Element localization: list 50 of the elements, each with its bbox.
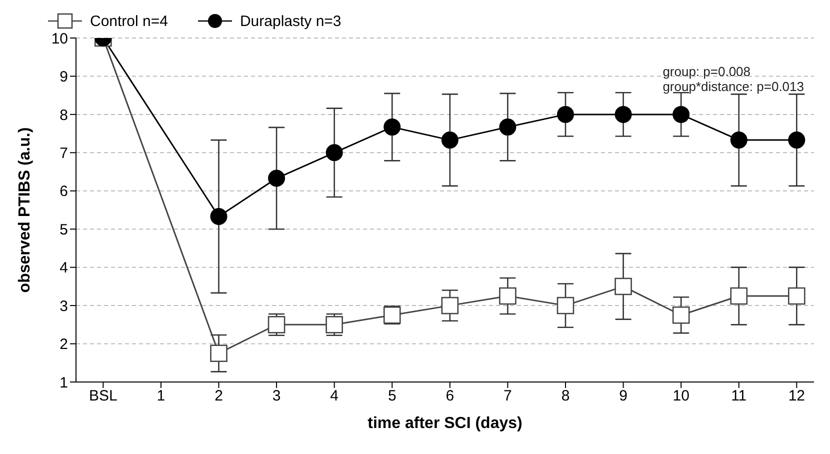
y-tick-label: 1 xyxy=(60,374,68,392)
x-tick-label: 6 xyxy=(446,388,454,405)
x-tick-label: 10 xyxy=(672,388,690,405)
x-tick-label: 11 xyxy=(731,388,747,405)
y-tick-label: 8 xyxy=(60,106,68,124)
y-tick-label: 10 xyxy=(51,30,68,48)
x-tick-label: 9 xyxy=(619,388,628,405)
annotation: group: p=0.008 xyxy=(662,64,752,79)
x-tick-label: 2 xyxy=(214,388,223,405)
point xyxy=(441,132,458,149)
point xyxy=(788,287,806,305)
x-tick-label: 5 xyxy=(388,388,396,405)
point xyxy=(672,306,690,324)
x-tick-label: 7 xyxy=(504,388,512,405)
point xyxy=(384,118,401,136)
x-tick-label: 8 xyxy=(561,388,570,405)
point xyxy=(268,316,286,334)
point xyxy=(268,170,286,187)
x-tick-label: BSL xyxy=(88,388,118,405)
y-tick-label: 3 xyxy=(60,298,68,315)
y-tick-label: 2 xyxy=(60,336,68,354)
y-axis-title: observed PTIBS (a.u.) xyxy=(16,127,34,293)
point xyxy=(441,296,459,314)
point xyxy=(614,106,632,123)
point xyxy=(730,132,748,149)
point xyxy=(499,118,516,136)
point xyxy=(556,296,574,314)
point xyxy=(499,287,516,305)
annotation: group*distance: p=0.013 xyxy=(662,79,804,94)
point xyxy=(210,208,228,225)
point xyxy=(614,278,632,296)
x-tick-label: 12 xyxy=(788,388,806,405)
x-tick-label: 1 xyxy=(156,388,166,405)
point xyxy=(326,316,343,334)
x-tick-label: 3 xyxy=(272,388,281,405)
y-tick-label: 4 xyxy=(60,260,68,277)
y-tick-label: 9 xyxy=(60,68,68,86)
legend-label: Duraplasty n=3 xyxy=(240,12,342,30)
point xyxy=(672,106,690,123)
point xyxy=(730,287,748,305)
point xyxy=(210,344,228,362)
x-axis-title: time after SCI (days) xyxy=(368,415,522,432)
point xyxy=(326,144,343,162)
y-tick-label: 7 xyxy=(60,144,68,162)
legend-label: Control n=4 xyxy=(90,12,168,30)
x-tick-label: 4 xyxy=(330,388,338,405)
point xyxy=(556,106,574,123)
point xyxy=(788,132,806,149)
y-tick-label: 6 xyxy=(60,183,68,200)
y-tick-label: 5 xyxy=(60,221,68,238)
